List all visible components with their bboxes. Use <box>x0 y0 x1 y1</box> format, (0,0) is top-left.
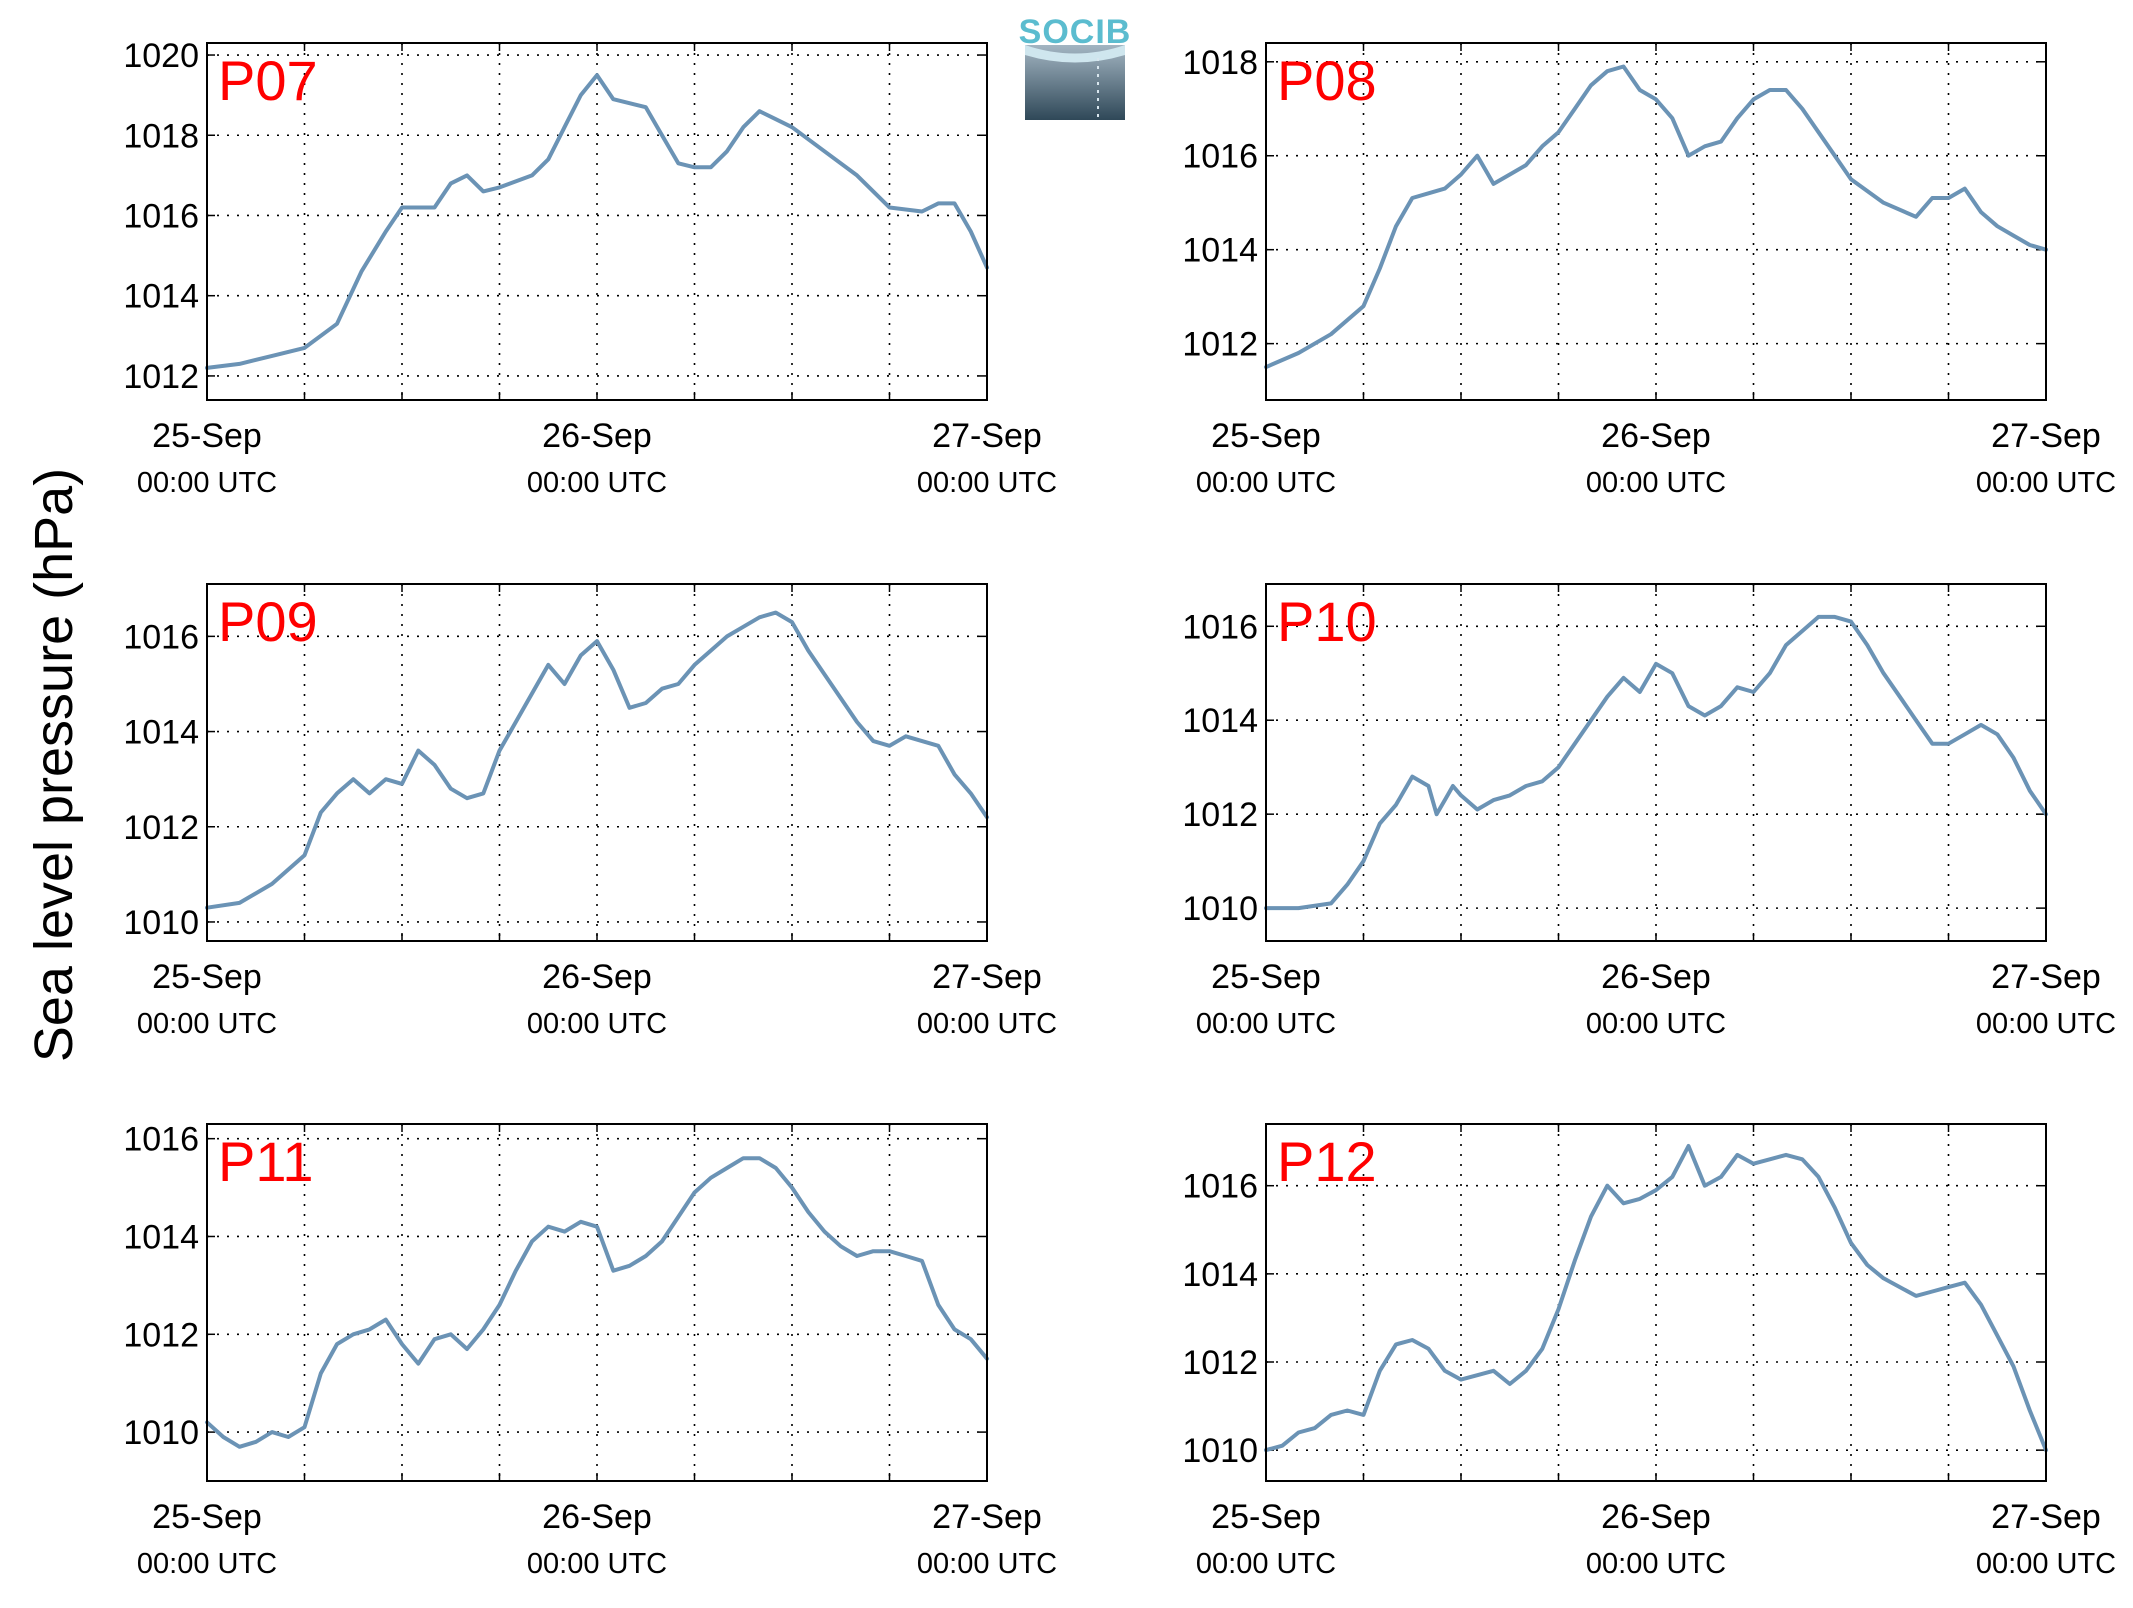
x-tick-sublabel: 00:00 UTC <box>1196 1008 1336 1040</box>
panel-p10: 1010 1012 1014 1016 25-Sep 00:00 UTC 26-Sep 00:… <box>1182 583 2116 1040</box>
panel-title-p07: P07 <box>218 49 318 112</box>
x-tick-sublabel: 00:00 UTC <box>1976 1548 2116 1580</box>
y-tick-label: 1012 <box>1182 326 1258 364</box>
y-tick-label: 1014 <box>1182 702 1258 740</box>
x-tick-label: 27-Sep <box>932 417 1042 455</box>
y-tick-label: 1016 <box>123 1121 199 1159</box>
x-tick-sublabel: 00:00 UTC <box>1586 1008 1726 1040</box>
panel-title-p11: P11 <box>218 1130 313 1193</box>
plot-frame <box>1265 1123 2047 1482</box>
panel-p07: 1012 1014 1016 1018 1020 25-Sep 00:00 UTC 26-Se… <box>123 37 1057 499</box>
y-tick-label: 1016 <box>123 197 199 235</box>
x-tick-label: 26-Sep <box>542 1498 652 1536</box>
y-tick-label: 1014 <box>123 714 199 752</box>
y-tick-label: 1012 <box>123 1316 199 1354</box>
y-tick-label: 1010 <box>1182 1432 1258 1470</box>
x-tick-sublabel: 00:00 UTC <box>1586 467 1726 499</box>
logo-wave <box>1025 45 1125 63</box>
x-tick-sublabel: 00:00 UTC <box>1976 467 2116 499</box>
y-tick-label: 1020 <box>123 37 199 75</box>
y-tick-label: 1012 <box>123 358 199 396</box>
plot-frame <box>1265 583 2047 942</box>
y-axis-label: Sea level pressure (hPa) <box>24 468 84 1062</box>
x-tick-sublabel: 00:00 UTC <box>137 467 277 499</box>
panel-p08: 1012 1014 1016 1018 25-Sep 00:00 UTC 26-Sep 00:… <box>1182 42 2116 499</box>
plot-area <box>1266 43 2046 400</box>
x-tick-label: 25-Sep <box>1211 958 1321 996</box>
plot-area <box>207 584 987 941</box>
x-tick-label: 25-Sep <box>152 1498 262 1536</box>
x-tick-sublabel: 00:00 UTC <box>917 1548 1057 1580</box>
y-tick-label: 1012 <box>123 809 199 847</box>
x-tick-label: 26-Sep <box>542 417 652 455</box>
panel-title-p09: P09 <box>218 590 318 653</box>
x-tick-sublabel: 00:00 UTC <box>527 1008 667 1040</box>
x-tick-label: 25-Sep <box>152 958 262 996</box>
panel-p11: 1010 1012 1014 1016 25-Sep 00:00 UTC 26-Sep 00:… <box>123 1121 1057 1580</box>
series-line-p11 <box>205 1156 989 1449</box>
x-tick-label: 25-Sep <box>152 417 262 455</box>
x-tick-sublabel: 00:00 UTC <box>1196 467 1336 499</box>
series-line-p09 <box>205 610 989 910</box>
x-tick-label: 27-Sep <box>1991 958 2101 996</box>
panel-p12: 1010 1012 1014 1016 25-Sep 00:00 UTC 26-Sep 00:… <box>1182 1123 2116 1580</box>
series-line-p07 <box>205 73 989 370</box>
series-line-p12 <box>1264 1144 2048 1453</box>
logo-text: SOCIB <box>1019 13 1132 51</box>
x-tick-label: 26-Sep <box>1601 958 1711 996</box>
panel-title-p10: P10 <box>1277 590 1377 653</box>
panel-p09: 1010 1012 1014 1016 25-Sep 00:00 UTC 26-Sep 00:… <box>123 583 1057 1040</box>
y-tick-label: 1018 <box>1182 44 1258 82</box>
panel-title-p08: P08 <box>1277 49 1377 112</box>
x-tick-sublabel: 00:00 UTC <box>1586 1548 1726 1580</box>
socib-logo: SOCIB <box>1019 13 1132 120</box>
plot-frame <box>1265 42 2047 401</box>
panels: 1012 1014 1016 1018 1020 25-Sep 00:00 UTC 26-Se… <box>123 37 2116 1580</box>
x-tick-sublabel: 00:00 UTC <box>527 1548 667 1580</box>
panel-title-p12: P12 <box>1277 1130 1377 1193</box>
plot-frame <box>206 42 988 401</box>
y-tick-label: 1016 <box>1182 608 1258 646</box>
y-tick-label: 1010 <box>123 904 199 942</box>
plot-frame <box>206 1123 988 1482</box>
y-tick-label: 1014 <box>123 1218 199 1256</box>
y-tick-label: 1010 <box>123 1414 199 1452</box>
x-tick-sublabel: 00:00 UTC <box>137 1548 277 1580</box>
y-tick-label: 1012 <box>1182 1344 1258 1382</box>
x-tick-label: 27-Sep <box>1991 417 2101 455</box>
plot-frame <box>206 583 988 942</box>
y-tick-label: 1018 <box>123 117 199 155</box>
y-tick-label: 1014 <box>123 278 199 316</box>
y-tick-label: 1016 <box>123 618 199 656</box>
x-tick-label: 26-Sep <box>1601 417 1711 455</box>
x-tick-label: 26-Sep <box>542 958 652 996</box>
y-tick-label: 1012 <box>1182 796 1258 834</box>
x-tick-sublabel: 00:00 UTC <box>527 467 667 499</box>
y-tick-label: 1014 <box>1182 232 1258 270</box>
plot-area <box>1266 1124 2046 1481</box>
plot-area <box>1266 584 2046 941</box>
x-tick-label: 25-Sep <box>1211 1498 1321 1536</box>
x-tick-sublabel: 00:00 UTC <box>917 1008 1057 1040</box>
plot-area <box>207 43 987 400</box>
series-line-p10 <box>1264 614 2048 911</box>
plot-area <box>207 1124 987 1481</box>
x-tick-label: 25-Sep <box>1211 417 1321 455</box>
series-line-p08 <box>1264 64 2048 370</box>
x-tick-label: 27-Sep <box>932 958 1042 996</box>
y-tick-label: 1014 <box>1182 1256 1258 1294</box>
x-tick-sublabel: 00:00 UTC <box>137 1008 277 1040</box>
x-tick-sublabel: 00:00 UTC <box>1196 1548 1336 1580</box>
x-tick-label: 26-Sep <box>1601 1498 1711 1536</box>
y-tick-label: 1016 <box>1182 1168 1258 1206</box>
x-tick-label: 27-Sep <box>1991 1498 2101 1536</box>
x-tick-label: 27-Sep <box>932 1498 1042 1536</box>
y-tick-label: 1010 <box>1182 890 1258 928</box>
x-tick-sublabel: 00:00 UTC <box>1976 1008 2116 1040</box>
y-tick-label: 1016 <box>1182 138 1258 176</box>
x-tick-sublabel: 00:00 UTC <box>917 467 1057 499</box>
